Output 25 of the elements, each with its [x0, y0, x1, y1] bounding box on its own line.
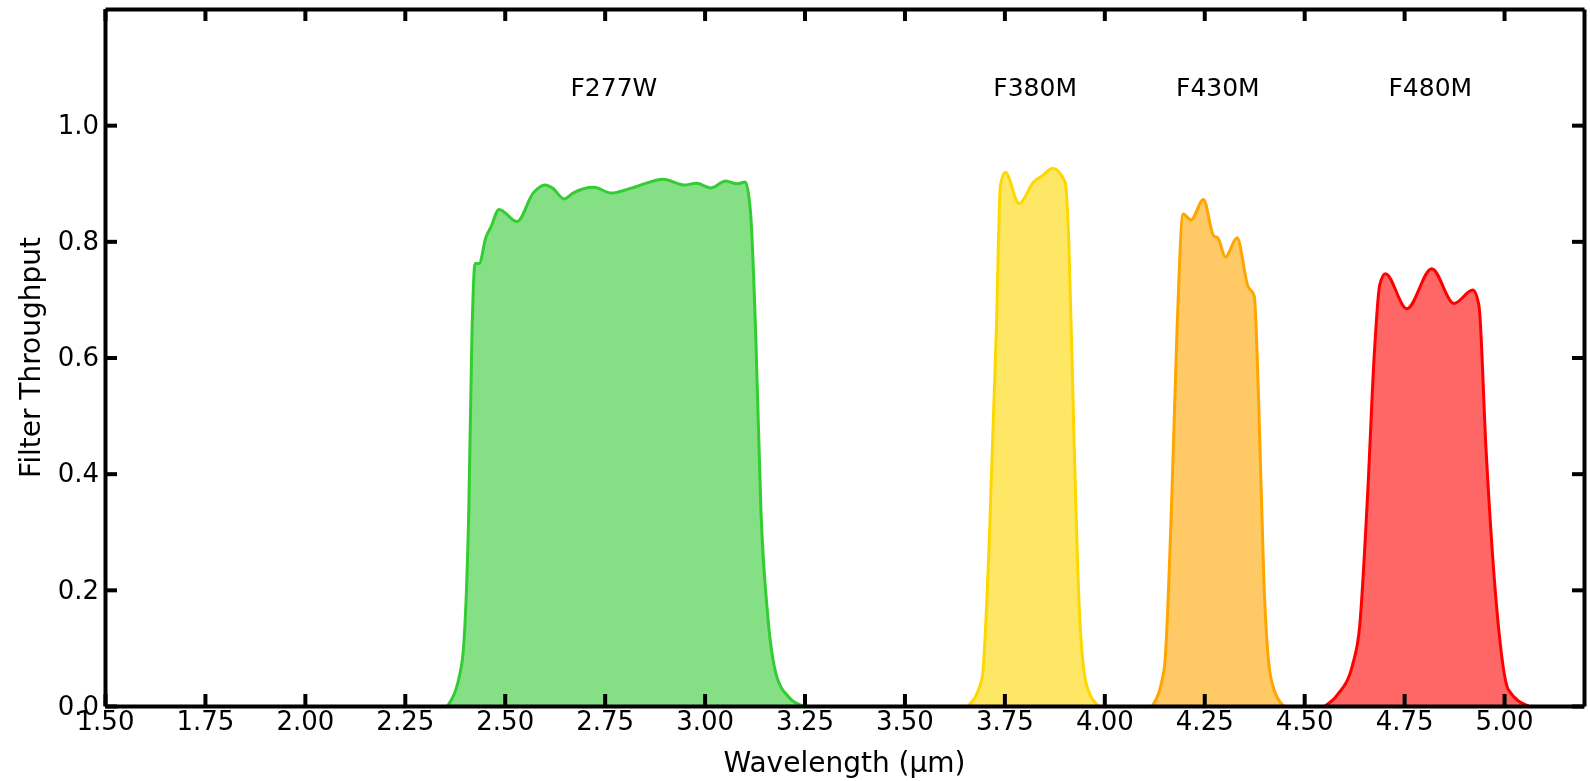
x-tick-label: 4.25: [1175, 705, 1234, 736]
y-tick-label: 0.2: [57, 574, 99, 605]
x-tick-label: 3.25: [776, 705, 834, 736]
x-tick-label: 1.75: [176, 705, 235, 736]
y-tick-label: 0.4: [57, 458, 99, 489]
x-axis-title: Wavelength (μm): [723, 746, 966, 779]
x-tick-label: 3.50: [876, 705, 934, 736]
x-tick-label: 2.75: [576, 705, 635, 736]
annotation: F480M: [1388, 73, 1473, 103]
x-tick-label: 2.50: [476, 705, 535, 736]
y-tick-label: 0.6: [57, 342, 99, 373]
y-tick-label: 0.8: [57, 226, 99, 257]
x-tick-label: 5.00: [1475, 705, 1534, 736]
x-tick-label: 2.25: [376, 705, 435, 736]
x-tick-label: 4.50: [1275, 705, 1334, 736]
x-tick-label: 3.00: [676, 705, 735, 736]
y-tick-label: 1.0: [57, 109, 99, 140]
annotation: F277W: [570, 73, 658, 103]
annotation: F430M: [1176, 73, 1260, 103]
x-tick-label: 2.00: [276, 705, 335, 736]
x-tick-label: 3.75: [975, 705, 1034, 736]
annotation: F380M: [993, 73, 1078, 103]
x-tick-label: 4.75: [1375, 705, 1434, 736]
x-tick-label: 4.00: [1075, 705, 1134, 736]
y-axis-title: Filter Throughput: [14, 237, 47, 478]
